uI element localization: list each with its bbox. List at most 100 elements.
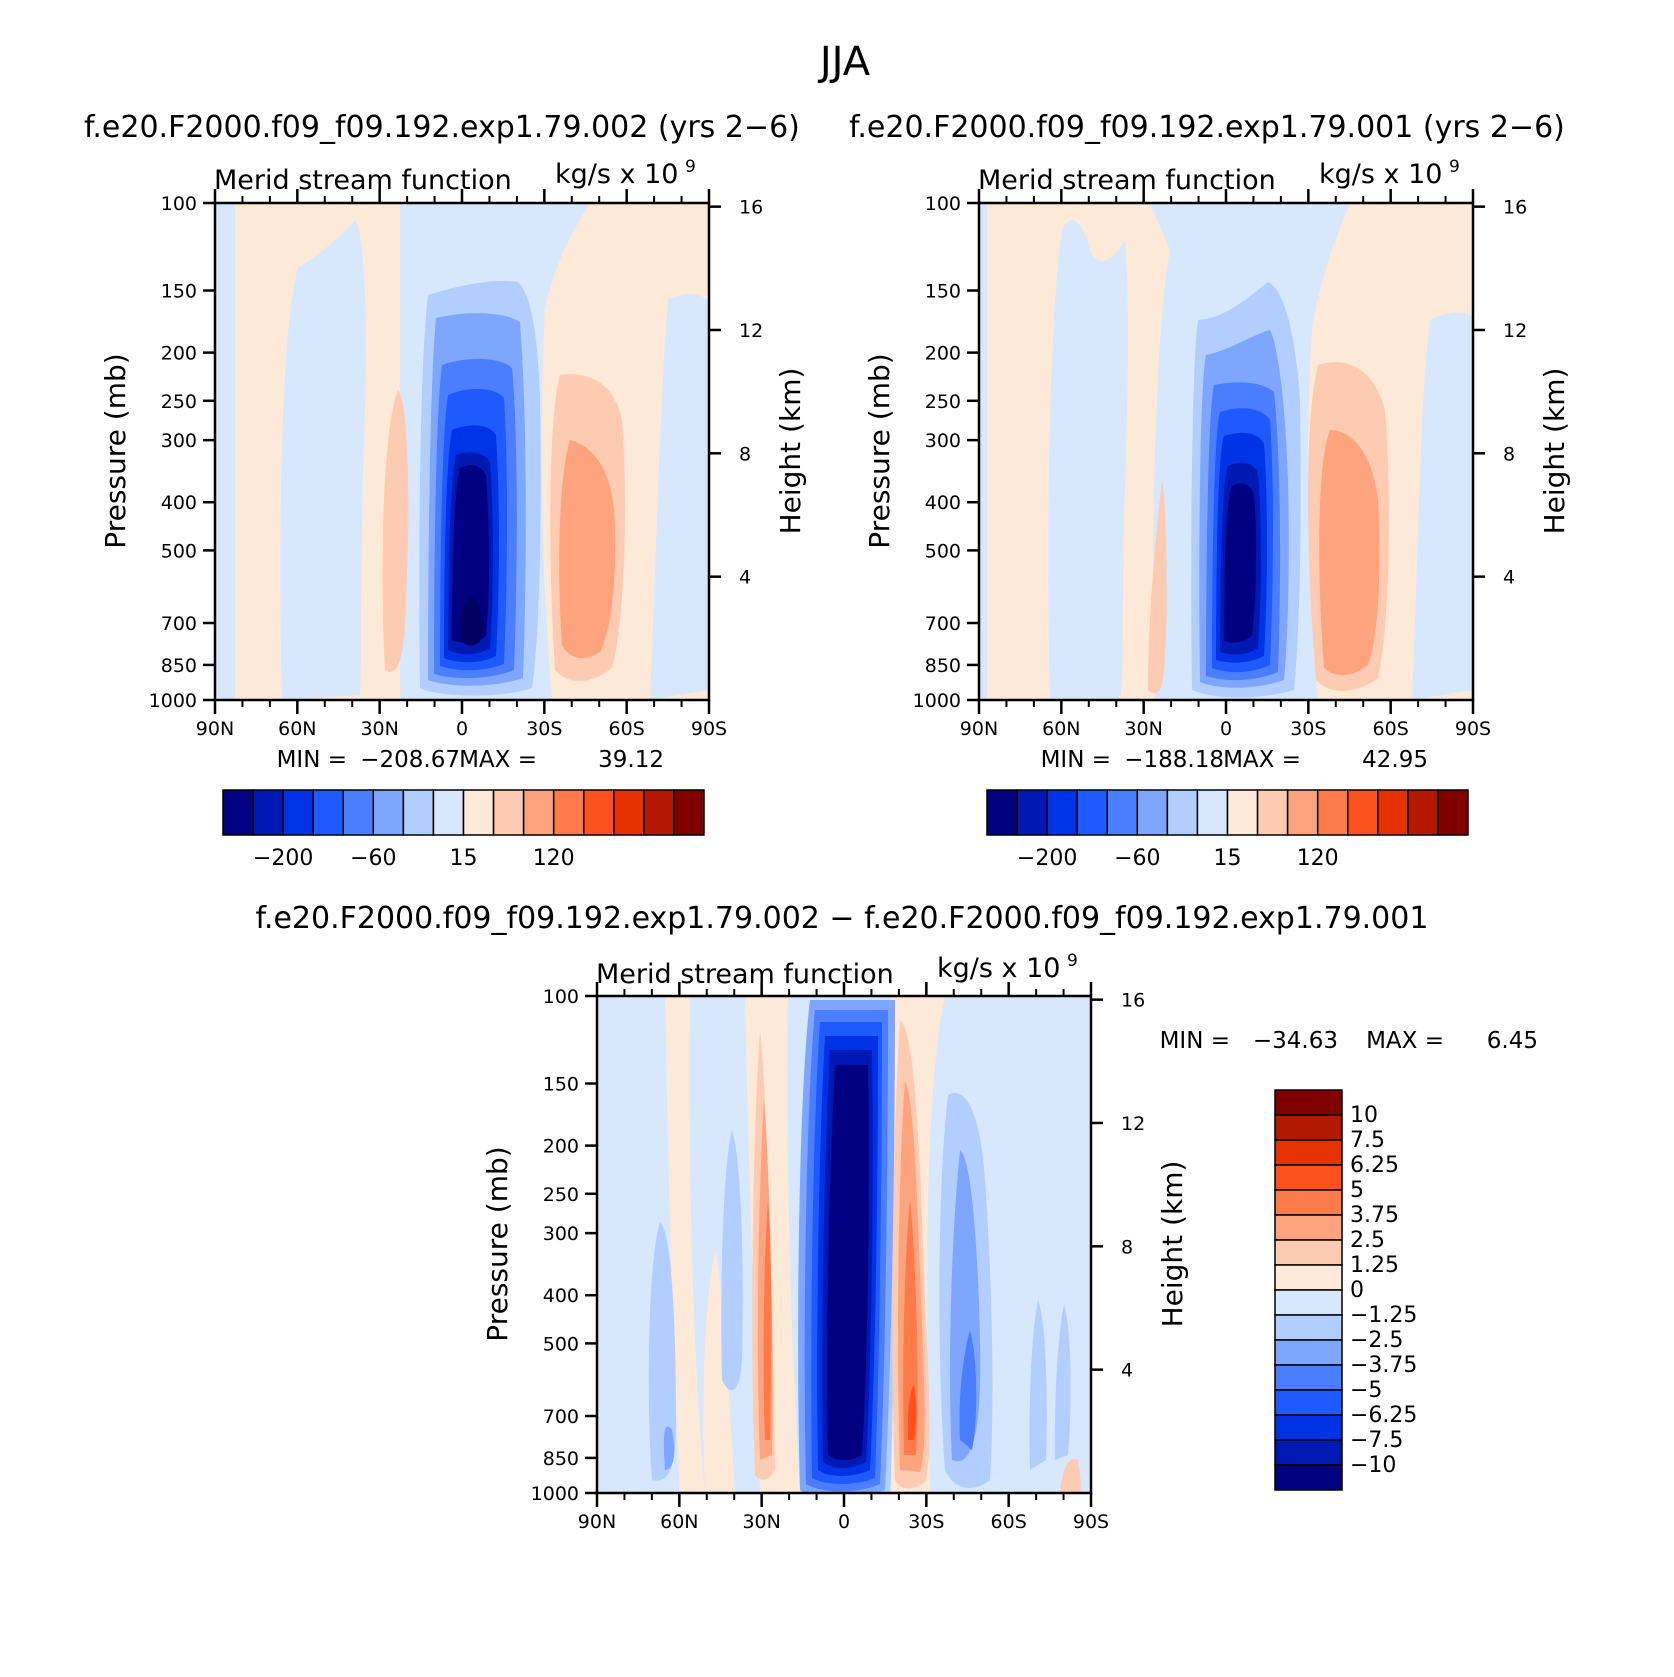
colorbar-label: −7.5 xyxy=(1350,1428,1403,1453)
colorbar-label: −10 xyxy=(1350,1453,1396,1478)
y-tick-label: 150 xyxy=(925,281,961,303)
y-tick-label: 300 xyxy=(543,1223,579,1245)
panel3-colorbar: 107.56.2553.752.51.250−1.25−2.5−3.75−5−6… xyxy=(1274,1089,1417,1491)
y-right-tick-label: 16 xyxy=(739,197,763,219)
panel1-max: 39.12 xyxy=(598,747,664,773)
panel3-max: 6.45 xyxy=(1487,1028,1538,1054)
panel3-max-label: MAX = xyxy=(1366,1028,1444,1054)
x-tick-label: 30S xyxy=(526,718,562,740)
y-tick-label: 850 xyxy=(161,655,197,677)
colorbar-swatch xyxy=(1274,1114,1343,1141)
panel3: Merid stream function kg/s x 10 9 Pressu… xyxy=(481,951,1538,1533)
colorbar-swatch xyxy=(1316,789,1349,836)
colorbar-swatch xyxy=(252,789,284,836)
colorbar-swatch xyxy=(1274,1464,1343,1491)
colorbar-label: −2.5 xyxy=(1350,1328,1403,1353)
y-tick-label: 200 xyxy=(543,1136,579,1158)
colorbar-swatch xyxy=(1274,1414,1343,1441)
colorbar-swatch xyxy=(583,789,615,836)
x-tick-label: 60N xyxy=(660,1511,698,1533)
x-tick-label: 30S xyxy=(1290,718,1326,740)
colorbar-label: −60 xyxy=(1114,846,1160,871)
y-tick-label: 200 xyxy=(161,343,197,365)
colorbar-swatch xyxy=(1274,1314,1343,1341)
panel1-contours xyxy=(215,203,709,700)
panel1-title-left: Merid stream function xyxy=(214,165,512,196)
colorbar-label: −60 xyxy=(350,846,396,871)
panel2-title-right-sup: 9 xyxy=(1449,157,1460,177)
y-tick-label: 500 xyxy=(161,540,197,562)
panel1-header: f.e20.F2000.f09_f09.192.exp1.79.002 (yrs… xyxy=(84,110,800,145)
y-right-tick-label: 12 xyxy=(1121,1113,1145,1135)
panel2-ylabel-right: Height (km) xyxy=(1538,368,1571,535)
y-tick-label: 100 xyxy=(161,193,197,215)
colorbar-swatch xyxy=(1286,789,1319,836)
panel3-title-right: kg/s x 10 xyxy=(937,953,1060,984)
colorbar-swatch xyxy=(1106,789,1139,836)
colorbar-swatch xyxy=(342,789,375,836)
panel1-axes: 100 150 200 250 300 400 500 700 850 1000 16 12 8 4 90N… xyxy=(149,189,763,740)
colorbar-label: 120 xyxy=(533,846,575,871)
panel2: Merid stream function kg/s x 10 9 Pressu… xyxy=(863,157,1571,871)
y-tick-label: 500 xyxy=(925,540,961,562)
colorbar-label: −200 xyxy=(1017,846,1077,871)
panel3-contours xyxy=(597,996,1091,1493)
colorbar-swatch xyxy=(462,789,495,836)
y-right-tick-label: 8 xyxy=(1121,1236,1133,1258)
panel2-title-right: kg/s x 10 xyxy=(1319,159,1442,190)
colorbar-swatch xyxy=(1046,789,1078,836)
panel1-ylabel-right: Height (km) xyxy=(774,368,807,535)
y-tick-label: 1000 xyxy=(149,690,197,712)
x-tick-label: 90N xyxy=(196,718,234,740)
panel1-title-right-sup: 9 xyxy=(685,157,696,177)
x-tick-label: 60S xyxy=(1373,718,1409,740)
colorbar-label: 5 xyxy=(1350,1178,1364,1203)
y-tick-label: 1000 xyxy=(531,1483,579,1505)
colorbar-label: −5 xyxy=(1350,1378,1382,1403)
colorbar-label: 1.25 xyxy=(1350,1253,1399,1278)
panel3-header: f.e20.F2000.f09_f09.192.exp1.79.002 − f.… xyxy=(256,901,1429,936)
colorbar-swatch xyxy=(432,789,465,836)
colorbar-label: 10 xyxy=(1350,1103,1378,1128)
panel3-axes: 100 150 200 250 300 400 500 700 850 1000 16 12 8 4 90N… xyxy=(531,982,1145,1533)
panel1-min-label: MIN = xyxy=(277,747,347,773)
colorbar-swatch xyxy=(1437,789,1469,836)
colorbar-swatch xyxy=(402,789,435,836)
y-tick-label: 850 xyxy=(925,655,961,677)
y-tick-label: 150 xyxy=(543,1074,579,1096)
colorbar-swatch xyxy=(522,789,555,836)
y-tick-label: 100 xyxy=(543,986,579,1008)
x-tick-label: 60S xyxy=(991,1511,1027,1533)
colorbar-swatch xyxy=(1076,789,1108,836)
colorbar-swatch xyxy=(372,789,405,836)
colorbar-swatch xyxy=(1274,1189,1343,1216)
x-tick-label: 90N xyxy=(578,1511,616,1533)
colorbar-swatch xyxy=(312,789,344,836)
x-tick-label: 30N xyxy=(1124,718,1162,740)
panel2-contours xyxy=(979,203,1473,700)
panel2-header: f.e20.F2000.f09_f09.192.exp1.79.001 (yrs… xyxy=(849,110,1565,145)
panel2-min-label: MIN = xyxy=(1041,747,1111,773)
y-tick-label: 250 xyxy=(161,391,197,413)
y-right-tick-label: 4 xyxy=(1121,1360,1133,1382)
panel1-ylabel: Pressure (mb) xyxy=(99,353,132,548)
x-tick-label: 60N xyxy=(1042,718,1080,740)
panel3-ylabel-right: Height (km) xyxy=(1156,1161,1189,1328)
colorbar-label: 3.75 xyxy=(1350,1203,1399,1228)
y-tick-label: 700 xyxy=(161,613,197,635)
colorbar-swatch xyxy=(1016,789,1048,836)
panel2-title-left: Merid stream function xyxy=(978,165,1276,196)
colorbar-label: −1.25 xyxy=(1350,1303,1417,1328)
colorbar-swatch xyxy=(1274,1339,1343,1366)
x-tick-label: 0 xyxy=(1220,718,1232,740)
colorbar-swatch xyxy=(1274,1364,1343,1391)
page-title: JJA xyxy=(817,39,871,85)
colorbar-label: −200 xyxy=(253,846,313,871)
y-tick-label: 700 xyxy=(925,613,961,635)
y-tick-label: 100 xyxy=(925,193,961,215)
panel2-max-label: MAX = xyxy=(1223,747,1301,773)
x-tick-label: 0 xyxy=(838,1511,850,1533)
colorbar-swatch xyxy=(1407,789,1439,836)
y-right-tick-label: 8 xyxy=(739,443,751,465)
